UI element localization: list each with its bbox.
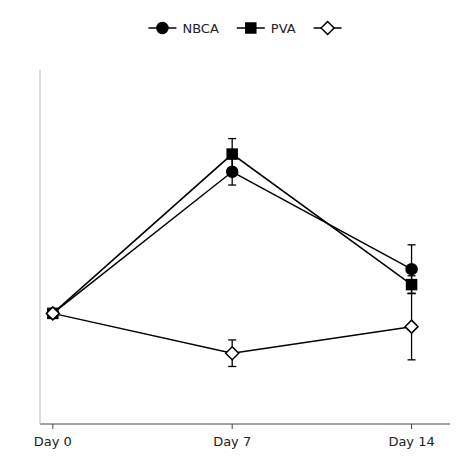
legend-marker — [157, 23, 168, 34]
point — [227, 149, 237, 159]
x-tick — [232, 424, 233, 429]
legend-item — [314, 22, 342, 35]
error-cap — [228, 366, 236, 367]
x-tick — [52, 424, 53, 429]
series-line — [53, 172, 412, 314]
point — [47, 308, 58, 319]
y-axis-line — [40, 70, 41, 424]
point — [46, 307, 59, 320]
x-tick — [411, 424, 412, 429]
x-tick-label: Day 0 — [34, 434, 72, 449]
point — [406, 264, 417, 275]
plot-area — [46, 139, 418, 367]
legend-item: NBCA — [148, 21, 218, 36]
series — [46, 293, 418, 366]
legend-label: PVA — [271, 21, 296, 36]
error-cap — [228, 169, 236, 170]
x-tick-label: Day 14 — [388, 434, 434, 449]
legend-item: PVA — [237, 21, 296, 36]
error-cap — [408, 293, 416, 294]
error-cap — [408, 359, 416, 360]
x-axis-line — [40, 424, 450, 425]
legend-label: NBCA — [182, 21, 218, 36]
point — [405, 320, 418, 333]
error-bar — [408, 276, 416, 294]
legend: NBCA PVA — [148, 21, 341, 36]
error-cap — [228, 184, 236, 185]
error-cap — [408, 293, 416, 294]
series — [47, 159, 417, 319]
error-cap — [408, 275, 416, 276]
error-cap — [228, 339, 236, 340]
error-cap — [228, 138, 236, 139]
legend-marker — [246, 23, 256, 33]
point — [407, 280, 417, 290]
chart: Day 0 Day 7 Day 14 NBCA PVA — [0, 0, 474, 474]
error-cap — [408, 293, 416, 294]
error-cap — [408, 244, 416, 245]
series-line — [53, 154, 412, 313]
x-tick-label: Day 7 — [213, 434, 251, 449]
point — [226, 347, 239, 360]
legend-marker — [321, 22, 334, 35]
series — [48, 139, 417, 319]
error-bar — [228, 139, 236, 170]
